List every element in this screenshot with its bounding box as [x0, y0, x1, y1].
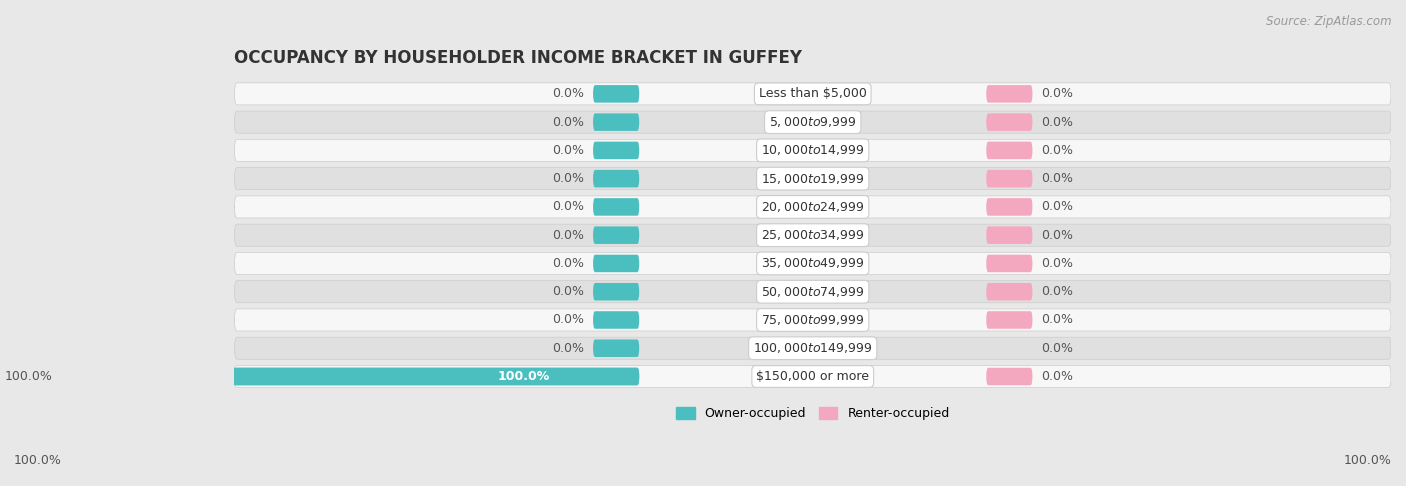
Text: 100.0%: 100.0%	[498, 370, 550, 383]
FancyBboxPatch shape	[235, 196, 1391, 218]
Text: 0.0%: 0.0%	[1042, 200, 1073, 213]
Text: 0.0%: 0.0%	[1042, 313, 1073, 327]
Text: 0.0%: 0.0%	[1042, 257, 1073, 270]
FancyBboxPatch shape	[593, 141, 640, 159]
FancyBboxPatch shape	[235, 111, 1391, 133]
FancyBboxPatch shape	[593, 340, 640, 357]
FancyBboxPatch shape	[235, 252, 1391, 275]
FancyBboxPatch shape	[986, 283, 1032, 300]
FancyBboxPatch shape	[235, 281, 1391, 303]
FancyBboxPatch shape	[986, 113, 1032, 131]
Text: 0.0%: 0.0%	[1042, 116, 1073, 129]
FancyBboxPatch shape	[593, 113, 640, 131]
FancyBboxPatch shape	[593, 283, 640, 300]
Text: 0.0%: 0.0%	[553, 87, 585, 101]
Text: $25,000 to $34,999: $25,000 to $34,999	[761, 228, 865, 242]
Text: 0.0%: 0.0%	[1042, 229, 1073, 242]
Text: $150,000 or more: $150,000 or more	[756, 370, 869, 383]
FancyBboxPatch shape	[593, 170, 640, 188]
Text: 0.0%: 0.0%	[1042, 370, 1073, 383]
Text: $10,000 to $14,999: $10,000 to $14,999	[761, 143, 865, 157]
FancyBboxPatch shape	[235, 309, 1391, 331]
FancyBboxPatch shape	[593, 85, 640, 103]
Text: 0.0%: 0.0%	[553, 200, 585, 213]
FancyBboxPatch shape	[986, 255, 1032, 272]
FancyBboxPatch shape	[986, 311, 1032, 329]
Text: 100.0%: 100.0%	[4, 370, 52, 383]
Text: 0.0%: 0.0%	[1042, 342, 1073, 355]
Text: 0.0%: 0.0%	[1042, 144, 1073, 157]
Text: 100.0%: 100.0%	[1344, 453, 1392, 467]
Text: $20,000 to $24,999: $20,000 to $24,999	[761, 200, 865, 214]
FancyBboxPatch shape	[986, 141, 1032, 159]
FancyBboxPatch shape	[235, 168, 1391, 190]
Text: 0.0%: 0.0%	[553, 285, 585, 298]
FancyBboxPatch shape	[986, 226, 1032, 244]
Text: $15,000 to $19,999: $15,000 to $19,999	[761, 172, 865, 186]
FancyBboxPatch shape	[593, 311, 640, 329]
Text: 100.0%: 100.0%	[14, 453, 62, 467]
Text: 0.0%: 0.0%	[553, 313, 585, 327]
Text: 0.0%: 0.0%	[1042, 285, 1073, 298]
Text: 0.0%: 0.0%	[1042, 172, 1073, 185]
Text: 0.0%: 0.0%	[553, 257, 585, 270]
FancyBboxPatch shape	[235, 337, 1391, 359]
FancyBboxPatch shape	[986, 368, 1032, 385]
Text: OCCUPANCY BY HOUSEHOLDER INCOME BRACKET IN GUFFEY: OCCUPANCY BY HOUSEHOLDER INCOME BRACKET …	[235, 49, 803, 67]
Text: 0.0%: 0.0%	[553, 116, 585, 129]
FancyBboxPatch shape	[593, 226, 640, 244]
Text: Less than $5,000: Less than $5,000	[759, 87, 866, 101]
Text: $5,000 to $9,999: $5,000 to $9,999	[769, 115, 856, 129]
FancyBboxPatch shape	[235, 368, 640, 385]
Text: 0.0%: 0.0%	[1042, 87, 1073, 101]
FancyBboxPatch shape	[593, 255, 640, 272]
FancyBboxPatch shape	[235, 83, 1391, 105]
Text: 0.0%: 0.0%	[553, 144, 585, 157]
Text: 0.0%: 0.0%	[553, 229, 585, 242]
Text: 0.0%: 0.0%	[553, 172, 585, 185]
Text: 0.0%: 0.0%	[553, 342, 585, 355]
FancyBboxPatch shape	[986, 198, 1032, 216]
Text: $50,000 to $74,999: $50,000 to $74,999	[761, 285, 865, 299]
Text: $100,000 to $149,999: $100,000 to $149,999	[754, 341, 873, 355]
Text: $75,000 to $99,999: $75,000 to $99,999	[761, 313, 865, 327]
FancyBboxPatch shape	[235, 224, 1391, 246]
FancyBboxPatch shape	[235, 139, 1391, 161]
FancyBboxPatch shape	[986, 170, 1032, 188]
FancyBboxPatch shape	[593, 198, 640, 216]
FancyBboxPatch shape	[60, 368, 640, 385]
FancyBboxPatch shape	[986, 85, 1032, 103]
Text: Source: ZipAtlas.com: Source: ZipAtlas.com	[1267, 15, 1392, 28]
Legend: Owner-occupied, Renter-occupied: Owner-occupied, Renter-occupied	[671, 402, 955, 425]
FancyBboxPatch shape	[235, 365, 1391, 387]
Text: $35,000 to $49,999: $35,000 to $49,999	[761, 257, 865, 270]
